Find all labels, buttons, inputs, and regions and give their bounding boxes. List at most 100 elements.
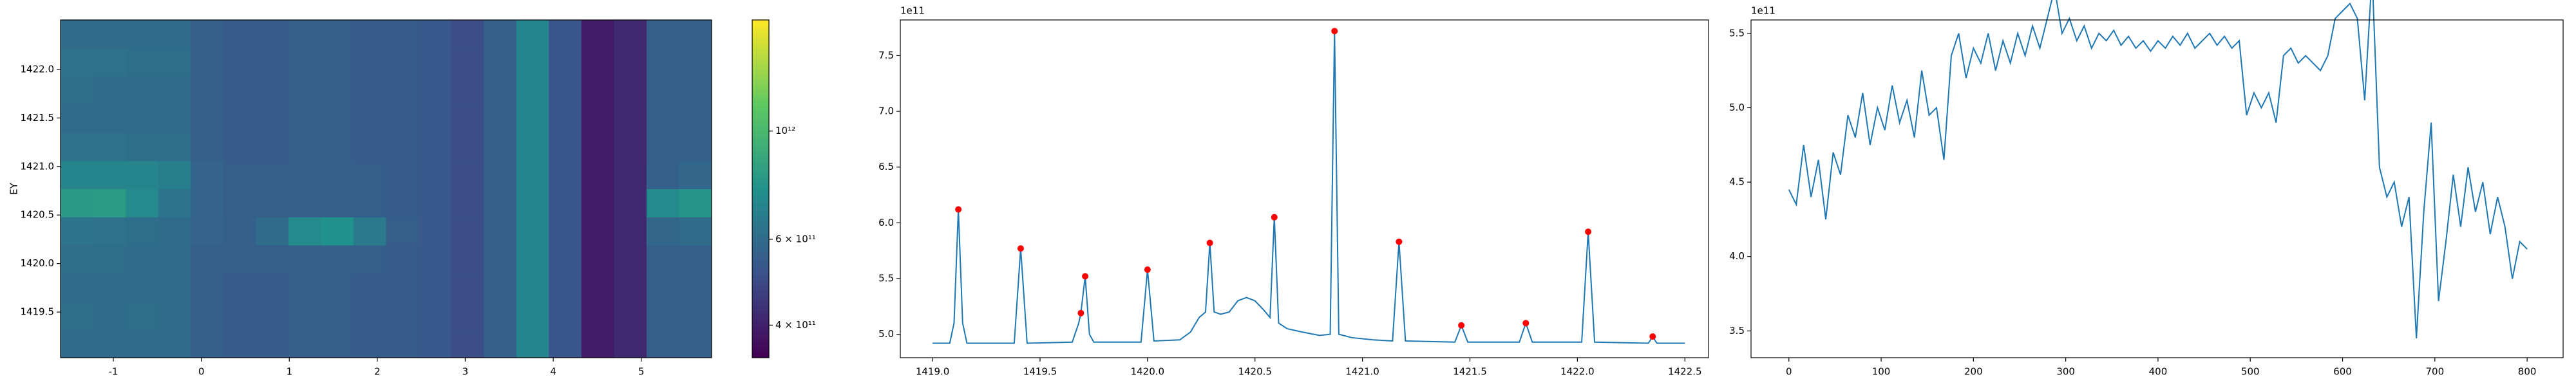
colorbar-step [752,119,769,122]
heatmap-cell [614,104,647,133]
heatmap-cell [516,20,549,49]
heatmap-cell [126,104,159,133]
heatmap-cell [223,20,256,49]
heatmap-cell [614,273,647,302]
colorbar-step [752,270,769,272]
peak-marker [1144,266,1151,273]
heatmap-cell [679,245,712,274]
heatmap-cell [549,104,582,133]
heatmap-cell [581,160,614,189]
colorbar-step [752,97,769,100]
heatmap-cell [321,20,354,49]
colorbar-step [752,335,769,338]
heatmap-cell [223,329,256,358]
heatmap-cell [386,20,419,49]
heatmap-cell [158,76,191,105]
heatmap-cell [549,48,582,77]
colorbar-step [752,331,769,333]
colorbar-step [752,297,769,299]
heatmap-cell [353,104,386,133]
heatmap-cell [288,48,321,77]
heatmap-cell [646,217,679,246]
heatmap-cell [126,301,159,330]
y-tick-label: 6.5 [878,161,894,172]
colorbar-step [752,307,769,309]
heatmap-cell [158,301,191,330]
heatmap-cell [581,20,614,49]
colorbar-step [752,143,769,145]
heatmap-cell [451,301,484,330]
heatmap-cell [581,329,614,358]
colorbar-step [752,129,769,132]
colorbar-step [752,277,769,279]
heatmap-cell [223,104,256,133]
heatmap-cell [288,301,321,330]
colorbar-step [752,111,769,113]
axes-frame [60,19,712,358]
heatmap-cell [614,301,647,330]
colorbar-step [752,185,769,188]
heatmap-cell [288,188,321,217]
heatmap-cell [419,48,452,77]
heatmap-cell [191,20,224,49]
heatmap-cell [646,133,679,161]
heatmap-cell [288,160,321,189]
heatmap-cell [61,273,94,302]
y-tick-label: 1422.0 [21,63,55,75]
heatmap-cell [451,76,484,105]
colorbar-step [752,187,769,190]
colorbar-step [752,145,769,147]
heatmap-cell [288,133,321,161]
heatmap-cell [93,301,126,330]
colorbar-step [752,75,769,78]
colorbar-step [752,318,769,321]
colorbar-step [752,72,769,75]
heatmap-cell [321,48,354,77]
heatmap-cell [581,188,614,217]
heatmap-cell [646,329,679,358]
heatmap-cell [93,329,126,358]
heatmap-cell [516,104,549,133]
heatmap-cell [256,76,289,105]
colorbar-step [752,302,769,304]
heatmap-cell [581,104,614,133]
heatmap-cell [256,188,289,217]
colorbar-step [752,326,769,328]
colorbar-step [752,351,769,353]
colorbar-step [752,131,769,134]
colorbar-step [752,237,769,240]
colorbar-step [752,163,769,166]
colorbar-step [752,347,769,350]
heatmap-cell [288,76,321,105]
colorbar-step [752,278,769,280]
heatmap-cell [61,329,94,358]
heatmap-cell [679,133,712,161]
heatmap-cell [419,20,452,49]
heatmap-cell [223,76,256,105]
y-tick-label: 5.5 [1729,27,1745,39]
x-tick-label: 500 [2241,366,2260,378]
heatmap-cell [516,48,549,77]
colorbar-step [752,167,769,169]
heatmap-cell [93,48,126,77]
heatmap-cell [451,20,484,49]
heatmap-cell [614,48,647,77]
colorbar-step [752,231,769,234]
colorbar-step [752,285,769,288]
peak-marker [1396,238,1403,245]
heatmap-cell [93,76,126,105]
heatmap-cell [614,20,647,49]
y-tick-label: 4.5 [1729,176,1745,188]
colorbar-step [752,38,769,41]
heatmap-cell [549,160,582,189]
colorbar-step [752,82,769,85]
colorbar-step [752,337,769,340]
colorbar-step [752,224,769,226]
colorbar-step [752,256,769,259]
heatmap-cell [353,273,386,302]
colorbar-tick-label: 6 × 10¹¹ [775,233,816,244]
colorbar-step [752,104,769,107]
colorbar-step [752,156,769,159]
heatmap-cell [191,273,224,302]
colorbar-step [752,241,769,244]
